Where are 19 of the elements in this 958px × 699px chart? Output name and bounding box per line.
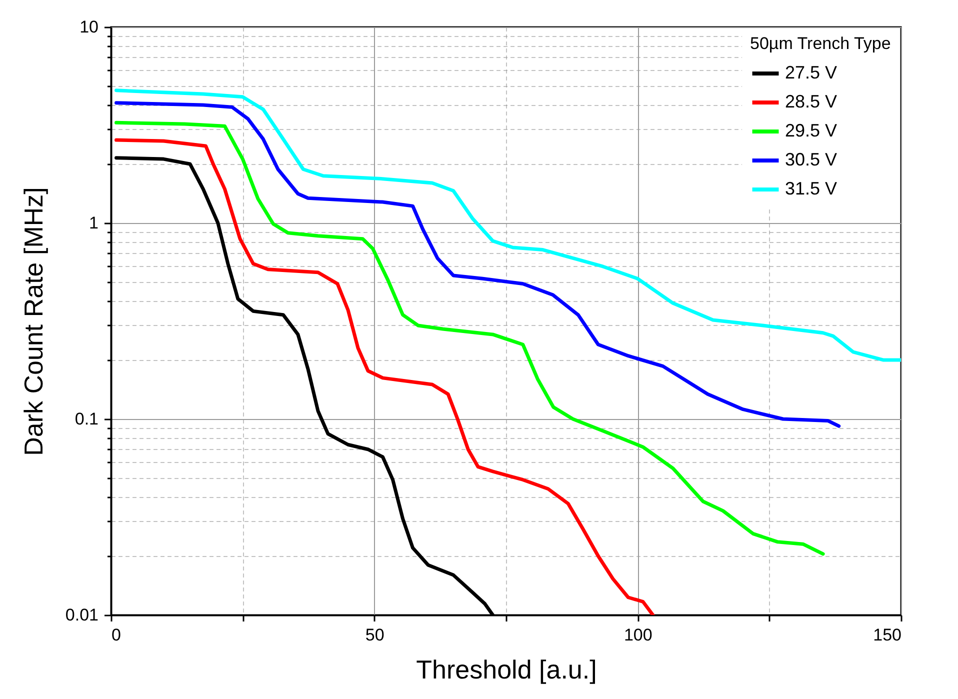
x-tick-label: 50 (365, 626, 384, 644)
legend-label: 31.5 V (785, 178, 838, 198)
legend-label: 28.5 V (785, 92, 838, 112)
x-tick-label: 0 (112, 626, 121, 644)
line-series (114, 138, 655, 615)
line-series (114, 88, 901, 362)
x-tick-label: 150 (873, 626, 902, 644)
legend-label: 30.5 V (785, 150, 838, 170)
x-axis-title: Threshold [a.u.] (416, 654, 597, 684)
y-axis-title: Dark Count Rate [MHz] (18, 187, 48, 456)
y-tick-label: 1 (89, 214, 98, 232)
line-series (114, 120, 825, 556)
y-tick-label: 0.1 (74, 410, 98, 428)
x-tick-label: 100 (624, 626, 652, 644)
y-tick-label: 10 (80, 18, 98, 36)
legend-title: 50µm Trench Type (750, 34, 891, 53)
legend-label: 29.5 V (785, 120, 838, 140)
legend-label: 27.5 V (785, 62, 838, 82)
y-tick-label: 0.01 (65, 606, 98, 624)
